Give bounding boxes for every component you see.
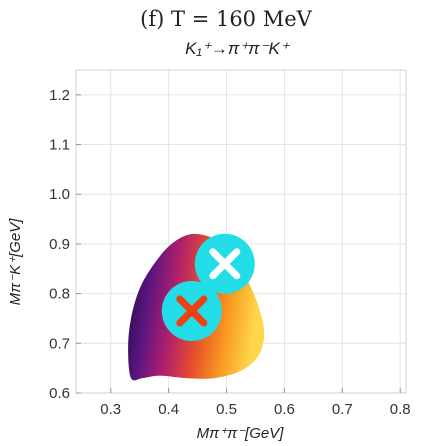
x-tick-label: 0.7 bbox=[332, 401, 353, 418]
plot-frame bbox=[75, 69, 407, 394]
y-tick-label: 1.0 bbox=[49, 186, 70, 203]
grid-lines bbox=[76, 70, 406, 394]
axis-ticks: 0.3 0.4 0.5 0.6 0.7 0.8 0.6 0.7 0.8 0.9 1.0 1.1 1.2 bbox=[49, 87, 410, 418]
y-tick-label: 0.8 bbox=[49, 286, 70, 303]
y-tick-label: 0.7 bbox=[49, 335, 70, 352]
y-tick-label: 1.2 bbox=[49, 87, 70, 104]
cross-icon bbox=[176, 295, 208, 327]
x-tick-label: 0.5 bbox=[216, 401, 237, 418]
x-tick-label: 0.8 bbox=[390, 401, 411, 418]
resonance-marker bbox=[161, 281, 222, 342]
x-tick-label: 0.3 bbox=[100, 401, 121, 418]
y-axis-label: Mπ⁻K⁺[GeV] bbox=[7, 218, 24, 306]
x-axis-label: Mπ⁺π⁻[GeV] bbox=[197, 425, 285, 442]
y-tick-label: 0.9 bbox=[49, 236, 70, 253]
x-tick-label: 0.6 bbox=[274, 401, 295, 418]
chart-title: (f) T = 160 MeV bbox=[140, 7, 312, 31]
y-tick-label: 0.6 bbox=[49, 385, 70, 402]
cross-icon bbox=[209, 248, 241, 280]
y-tick-label: 1.1 bbox=[49, 137, 70, 154]
chart-subtitle: K₁⁺→π⁺π⁻K⁺ bbox=[185, 39, 291, 58]
resonance-markers bbox=[161, 233, 255, 342]
x-tick-label: 0.4 bbox=[158, 401, 179, 418]
resonance-marker bbox=[194, 233, 255, 294]
